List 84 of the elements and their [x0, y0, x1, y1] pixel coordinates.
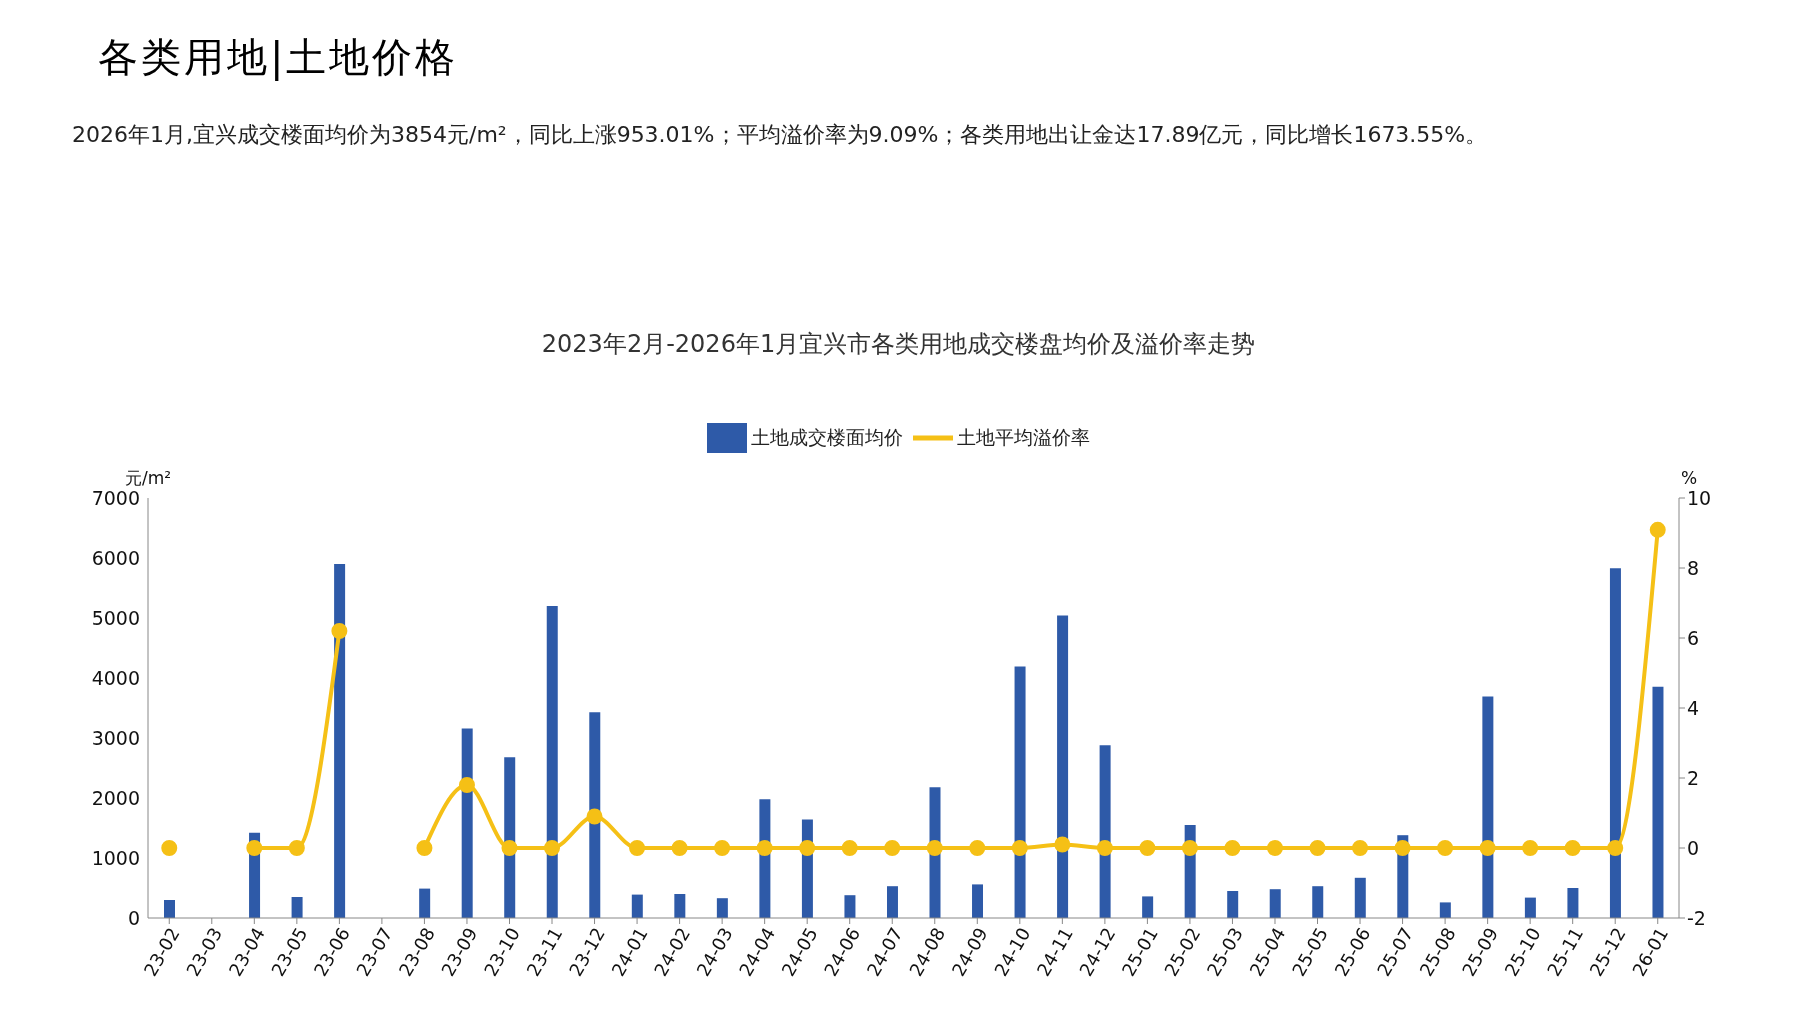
- y-tick-label: 4000: [91, 666, 140, 689]
- point: [544, 840, 561, 856]
- bar: [419, 888, 431, 918]
- bar: [1439, 902, 1451, 918]
- point: [586, 808, 603, 825]
- legend-label: 土地平均溢价率: [957, 425, 1090, 448]
- y-tick-label: 7000: [91, 486, 140, 509]
- chart-title: 2023年2月-2026年1月宜兴市各类用地成交楼盘均价及溢价率走势: [540, 329, 1257, 360]
- legend-label: 土地成交楼面均价: [751, 425, 903, 448]
- bar: [844, 895, 856, 918]
- bar: [1099, 745, 1111, 918]
- y-tick-label: 5000: [91, 606, 140, 629]
- point: [1054, 836, 1071, 853]
- y2-tick-label: 4: [1687, 696, 1700, 719]
- point: [246, 840, 263, 856]
- y-axis-title: 元/m²: [124, 468, 172, 488]
- y2-tick-label: -2: [1687, 906, 1706, 929]
- point: [1224, 840, 1241, 856]
- y-tick-label: 1000: [91, 846, 140, 869]
- point: [1139, 840, 1156, 856]
- bar: [291, 897, 303, 918]
- point: [1181, 840, 1198, 856]
- point: [1011, 840, 1028, 856]
- bar: [1652, 686, 1664, 918]
- point: [416, 840, 433, 856]
- bar: [334, 564, 346, 918]
- bar: [1014, 666, 1026, 918]
- point: [969, 840, 986, 856]
- point: [1394, 840, 1411, 856]
- bar: [504, 757, 516, 918]
- bar: [1227, 891, 1239, 918]
- bar: [886, 886, 898, 918]
- point: [1352, 840, 1369, 856]
- point: [458, 777, 475, 793]
- point: [1266, 840, 1283, 856]
- point: [799, 840, 816, 856]
- point: [501, 840, 518, 856]
- bar: [1609, 568, 1621, 918]
- point: [841, 840, 858, 856]
- point: [1522, 840, 1539, 856]
- y-tick-label: 2000: [91, 786, 140, 809]
- chart-subtitle: 各类用地|土地价格: [98, 33, 459, 83]
- point: [1607, 840, 1624, 856]
- point: [629, 840, 646, 856]
- point: [1649, 521, 1666, 538]
- y-tick-label: 3000: [91, 726, 140, 749]
- y2-tick-label: 10: [1687, 486, 1712, 509]
- y2-tick-label: 6: [1687, 626, 1700, 649]
- bar: [1524, 897, 1536, 918]
- y2-axis-title: %: [1680, 468, 1698, 488]
- point: [161, 840, 178, 856]
- y2-tick-label: 0: [1687, 836, 1700, 859]
- bar: [1354, 877, 1366, 918]
- bar: [164, 900, 175, 918]
- y2-tick-label: 2: [1687, 766, 1700, 789]
- bar: [1567, 888, 1579, 918]
- point: [756, 840, 773, 856]
- bar: [972, 884, 984, 918]
- point: [1564, 840, 1581, 856]
- bar: [674, 894, 686, 918]
- point: [714, 840, 731, 856]
- point: [671, 840, 688, 856]
- bar: [716, 898, 728, 918]
- point: [1479, 840, 1496, 856]
- point: [1096, 840, 1113, 856]
- bar: [1057, 615, 1069, 918]
- y-tick-label: 6000: [91, 546, 140, 569]
- bar: [1312, 886, 1324, 918]
- point: [1437, 840, 1454, 856]
- point: [884, 840, 901, 856]
- point: [288, 840, 305, 856]
- bar: [546, 606, 558, 918]
- bar: [631, 894, 643, 918]
- text: 2026年1月,宜兴成交楼面均价为3854元/m²，同比上涨953.01%；平均溢价率为9.09%；各类用地出让金达17.89亿元，同比增长1673.55%。: [72, 121, 1488, 149]
- point: [926, 840, 943, 856]
- bar: [589, 712, 601, 918]
- y2-tick-label: 8: [1687, 556, 1700, 579]
- bar: [1269, 889, 1281, 918]
- y-tick-label: 0: [127, 906, 140, 929]
- point: [1309, 840, 1326, 856]
- point: [331, 623, 348, 639]
- bar: [1482, 696, 1494, 918]
- bar: [1142, 896, 1154, 918]
- bar: [461, 728, 473, 918]
